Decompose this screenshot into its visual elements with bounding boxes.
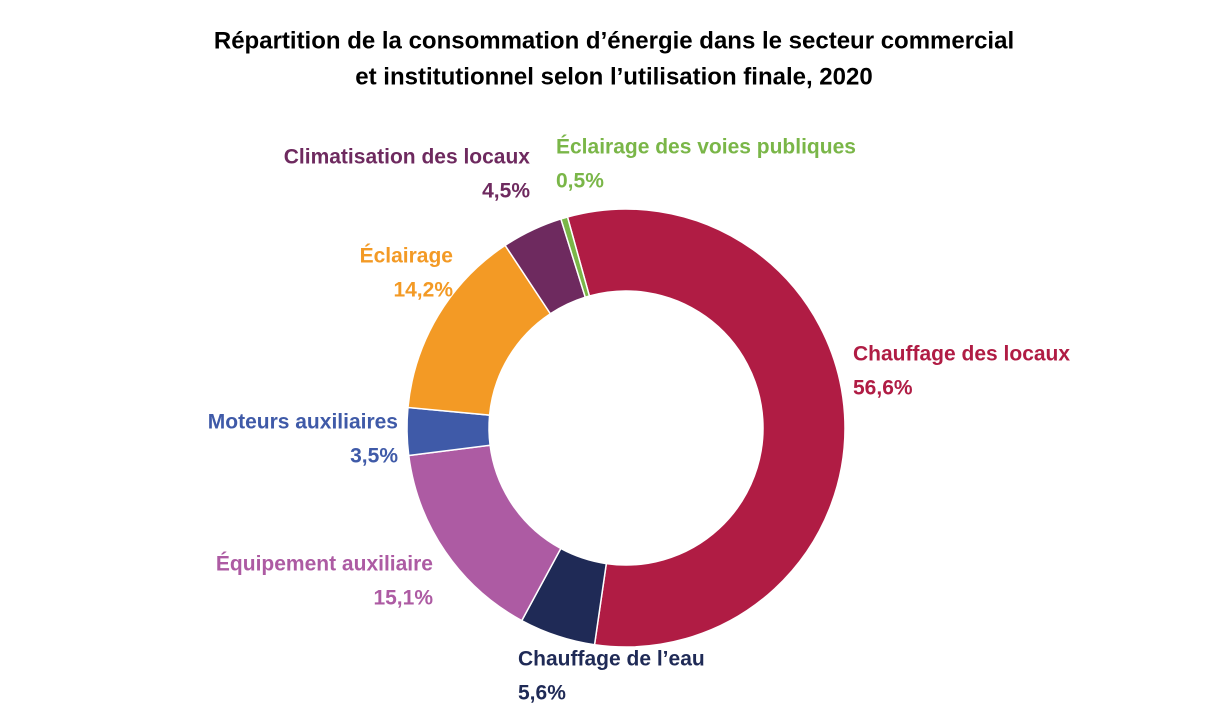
value-label: 56,6%	[853, 377, 913, 400]
value-label: 15,1%	[373, 587, 433, 610]
slice-label: Chauffage de l’eau	[518, 648, 705, 671]
value-label: 4,5%	[482, 180, 530, 203]
chart-title: Répartition de la consommation d’énergie…	[214, 27, 1014, 54]
value-label: 0,5%	[556, 170, 604, 193]
donut-slice	[566, 208, 846, 648]
value-label: 3,5%	[350, 445, 398, 468]
slice-label: Équipement auxiliaire	[216, 553, 433, 576]
slice-label: Climatisation des locaux	[284, 146, 531, 169]
donut-slice	[559, 216, 591, 299]
slice-label: Éclairage	[360, 245, 453, 268]
value-label: 14,2%	[393, 279, 453, 302]
slice-label: Moteurs auxiliaires	[208, 411, 398, 434]
slice-label: Chauffage des locaux	[853, 343, 1070, 366]
value-label: 5,6%	[518, 682, 566, 705]
slice-label: Éclairage des voies publiques	[556, 136, 856, 159]
chart-title: et institutionnel selon l’utilisation fi…	[355, 63, 872, 90]
